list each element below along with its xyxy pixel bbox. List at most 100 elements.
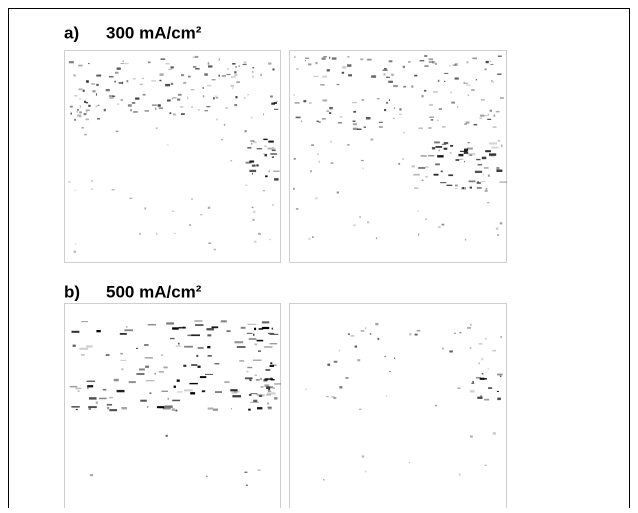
speckle [482,173,484,176]
speckle [444,72,449,74]
speckle [476,186,482,189]
speckle [142,77,144,80]
speckle [459,473,461,476]
speckle [352,123,357,126]
speckle [236,346,246,348]
speckle [429,103,433,106]
panel-letter: b) [64,282,80,301]
speckle [208,242,212,244]
speckle [251,142,253,145]
speckle [348,74,352,77]
speckle [365,117,371,120]
speckle [263,138,268,141]
speckle [139,368,145,371]
speckle [115,130,119,133]
speckle [236,81,240,84]
speckle [165,63,170,65]
speckle [92,90,96,93]
speckle [190,89,195,91]
speckle [77,109,79,111]
speckle [472,380,474,383]
speckle [248,338,257,340]
speckle [487,368,489,370]
speckle [465,121,470,124]
speckle [88,406,97,409]
speckle [191,106,194,108]
speckle [268,140,274,143]
speckle [221,139,223,141]
speckle [357,359,361,362]
speckle [469,154,473,156]
speckle [90,188,93,190]
speckle [308,237,311,240]
speckle [144,110,150,112]
speckle [188,75,191,78]
speckle [115,71,119,74]
speckle [77,390,80,392]
speckle [275,100,278,102]
speckle [97,118,100,120]
speckle [79,105,81,108]
speckle [347,333,351,336]
speckle [170,337,175,340]
speckle [159,79,162,82]
speckle [116,103,120,105]
speckle [245,184,248,186]
speckle [91,180,94,182]
speckle [472,57,477,60]
speckle [148,61,151,64]
speckle [449,152,452,154]
speckle [321,118,326,120]
speckle [467,94,469,97]
speckle [359,216,361,218]
speckle [458,158,464,160]
speckle [304,60,307,62]
speckle [252,75,254,78]
speckle [383,73,386,76]
speckle [433,173,439,176]
speckle [403,85,406,88]
speckle [448,174,454,177]
speckle [176,379,180,382]
speckle [315,197,318,200]
speckle [91,83,96,85]
speckle [267,389,269,392]
speckle [421,179,424,182]
speckle [293,187,295,190]
speckle [476,182,481,184]
speckle [264,153,267,157]
speckle [260,377,262,381]
speckle [233,390,240,393]
speckle [418,127,423,130]
speckle [87,385,94,388]
speckle [443,142,449,145]
speckle [187,96,189,99]
speckle [97,104,100,106]
speckle [441,143,447,145]
speckle [245,484,248,486]
speckle [114,80,117,83]
speckle [434,141,440,144]
speckle [489,60,492,62]
panel-label: 500 mA/cm² [106,282,202,301]
speckle [484,464,487,466]
speckle [172,399,181,402]
speckle [230,389,238,392]
speckle [145,365,150,368]
speckle [172,113,176,116]
speckle [214,363,220,365]
speckle [428,155,435,157]
speckle [310,170,312,173]
speckle [272,102,277,104]
speckle [463,152,465,154]
speckle [270,379,275,381]
speckle [244,97,246,99]
speckle [459,331,462,334]
speckle [464,238,467,241]
speckle [120,352,123,355]
speckle [173,385,176,388]
speckle [235,96,238,99]
speckle [258,395,263,397]
speckle [294,102,300,104]
